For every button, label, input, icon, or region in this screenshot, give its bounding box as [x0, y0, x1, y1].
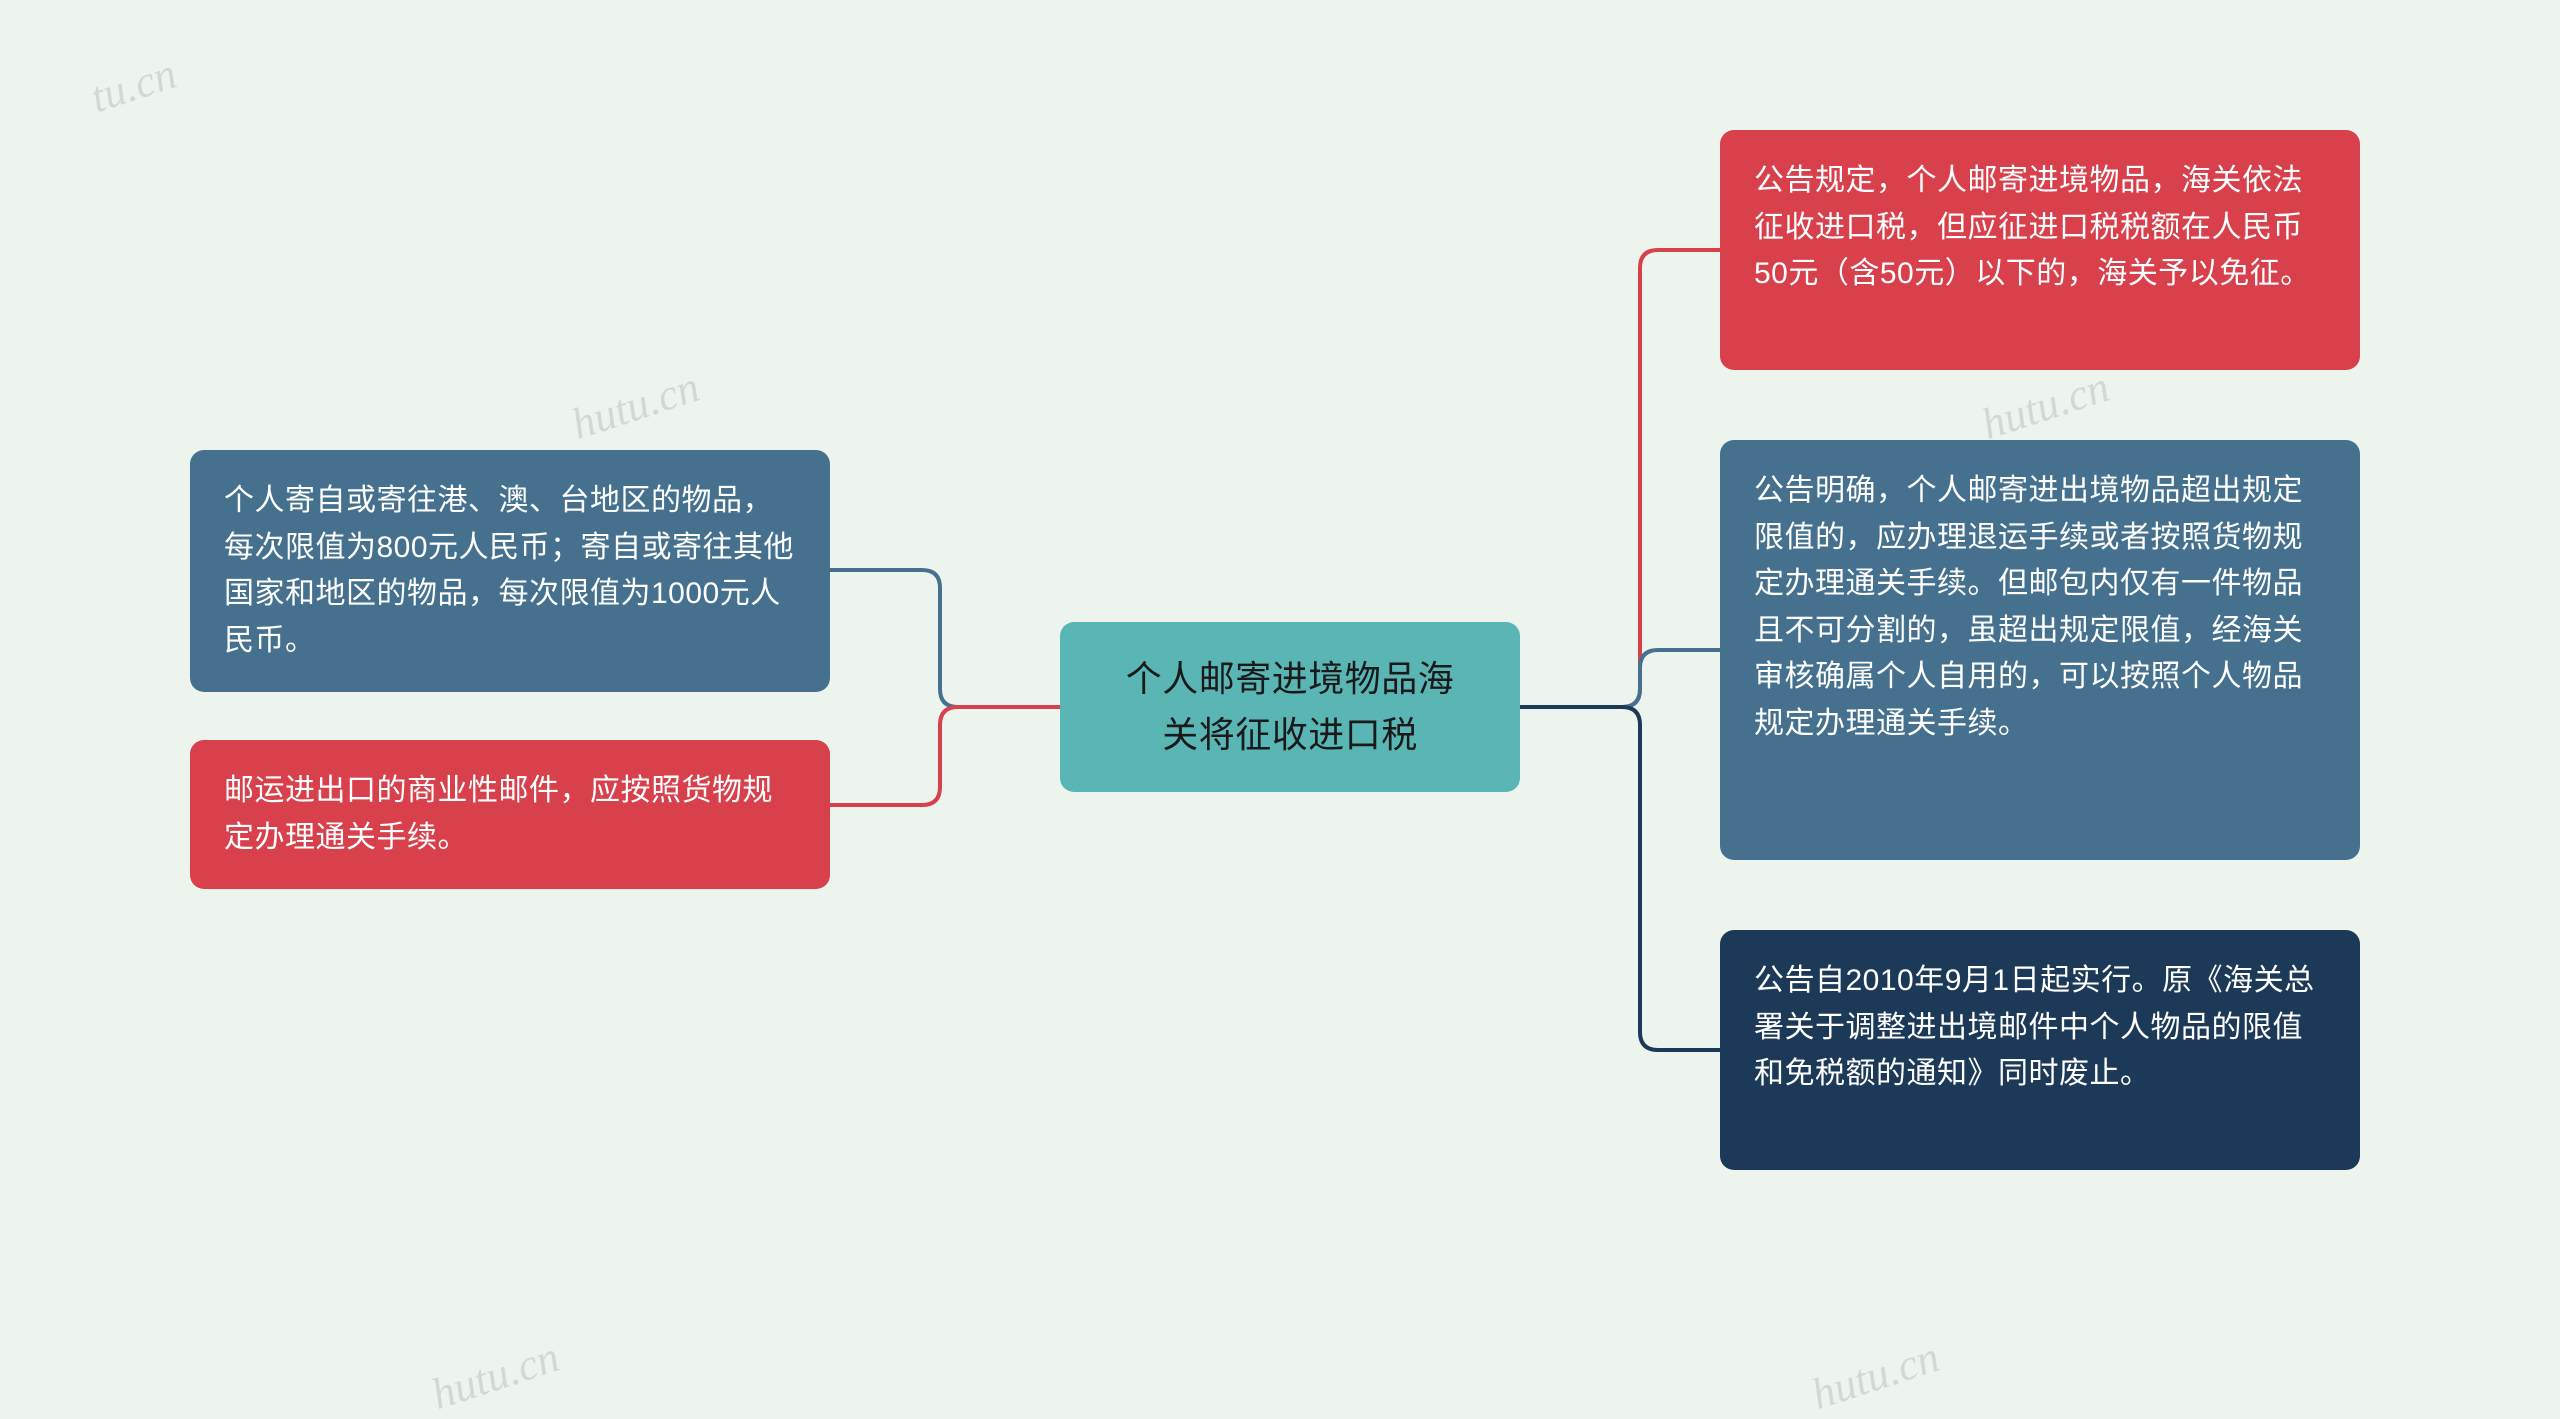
right-node-0: 公告规定，个人邮寄进境物品，海关依法征收进口税，但应征进口税税额在人民币50元（…	[1720, 130, 2360, 370]
right-node-1: 公告明确，个人邮寄进出境物品超出规定限值的，应办理退运手续或者按照货物规定办理通…	[1720, 440, 2360, 860]
left-node-0: 个人寄自或寄往港、澳、台地区的物品，每次限值为800元人民币；寄自或寄往其他国家…	[190, 450, 830, 692]
center-text: 个人邮寄进境物品海关将征收进口税	[1108, 651, 1472, 763]
watermark-3: hutu.cn	[1805, 1331, 1945, 1419]
watermark-2: hutu.cn	[425, 1331, 565, 1419]
watermark-0: hutu.cn	[565, 361, 705, 450]
left-node-text-1: 邮运进出口的商业性邮件，应按照货物规定办理通关手续。	[224, 774, 773, 854]
right-node-text-0: 公告规定，个人邮寄进境物品，海关依法征收进口税，但应征进口税税额在人民币50元（…	[1754, 164, 2311, 290]
watermark-1: hutu.cn	[1975, 361, 2115, 450]
right-node-2: 公告自2010年9月1日起实行。原《海关总署关于调整进出境邮件中个人物品的限值和…	[1720, 930, 2360, 1170]
left-node-1: 邮运进出口的商业性邮件，应按照货物规定办理通关手续。	[190, 740, 830, 889]
right-node-text-1: 公告明确，个人邮寄进出境物品超出规定限值的，应办理退运手续或者按照货物规定办理通…	[1754, 474, 2303, 740]
watermark-4: tu.cn	[84, 48, 182, 123]
right-node-text-2: 公告自2010年9月1日起实行。原《海关总署关于调整进出境邮件中个人物品的限值和…	[1754, 964, 2315, 1090]
left-node-text-0: 个人寄自或寄往港、澳、台地区的物品，每次限值为800元人民币；寄自或寄往其他国家…	[224, 484, 794, 657]
center-node: 个人邮寄进境物品海关将征收进口税	[1060, 622, 1520, 792]
